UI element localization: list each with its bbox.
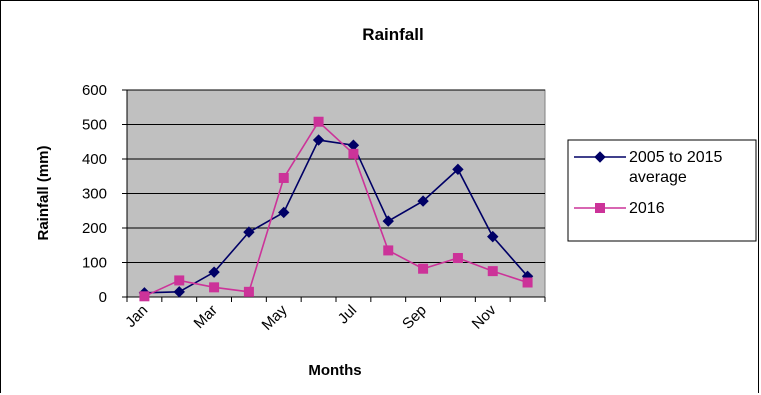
- data-point-square: [348, 148, 359, 159]
- data-point-diamond: [312, 134, 325, 146]
- data-point-diamond: [452, 163, 464, 176]
- y-tick-label: 600: [82, 82, 107, 99]
- y-tick-label: 200: [82, 220, 107, 237]
- series-line: [144, 139, 529, 294]
- x-tick-label: Nov: [469, 301, 500, 332]
- x-axis-ticks: Jan Mar May Jul Sep Nov: [122, 297, 546, 334]
- legend: 2005 to 2015 average 2016: [567, 139, 757, 242]
- data-point-square: [522, 277, 533, 288]
- data-point-square: [209, 282, 220, 293]
- y-axis-label: Rainfall (mm): [35, 145, 52, 240]
- data-point-square: [139, 291, 150, 302]
- series-1: [138, 134, 534, 299]
- data-point-square: [487, 266, 498, 277]
- y-tick-label: 500: [82, 117, 107, 134]
- data-point-square: [278, 172, 289, 183]
- x-tick-label: Sep: [399, 302, 430, 333]
- data-point-diamond: [594, 151, 606, 163]
- legend-item: 2005 to 2015 average: [574, 149, 723, 186]
- data-point-square: [243, 286, 254, 297]
- y-tick-label: 100: [82, 255, 107, 272]
- y-axis-ticks: 0 100 200 300 400 500 600: [82, 82, 127, 306]
- legend-label: 2005 to 2015: [629, 149, 723, 166]
- data-point-diamond: [173, 286, 185, 298]
- data-point-square: [595, 203, 605, 213]
- legend-item: 2016: [574, 200, 665, 217]
- data-point-square: [452, 253, 463, 264]
- x-tick-label: May: [259, 301, 291, 333]
- data-point-square: [418, 263, 429, 274]
- data-point-diamond: [278, 206, 290, 219]
- data-point-diamond: [487, 230, 499, 243]
- x-tick-label: Jul: [335, 302, 361, 328]
- data-point-diamond: [243, 226, 255, 238]
- data-point-square: [313, 116, 324, 127]
- legend-label: average: [629, 169, 687, 186]
- y-tick-label: 400: [82, 151, 107, 168]
- y-tick-label: 300: [82, 186, 107, 203]
- data-point-square: [174, 275, 185, 286]
- y-tick-label: 0: [99, 289, 107, 306]
- data-point-diamond: [417, 195, 429, 207]
- series-line: [144, 120, 528, 298]
- legend-label: 2016: [629, 200, 665, 217]
- x-tick-label: Mar: [191, 302, 221, 332]
- data-point-diamond: [208, 266, 220, 278]
- series-group: [138, 116, 534, 302]
- x-tick-label: Jan: [122, 302, 151, 331]
- data-point-square: [383, 245, 394, 256]
- data-point-diamond: [382, 215, 394, 227]
- gridlines: [127, 89, 545, 263]
- chart-title: Rainfall: [362, 25, 423, 44]
- series-2: [139, 116, 533, 302]
- x-axis-label: Months: [308, 362, 361, 379]
